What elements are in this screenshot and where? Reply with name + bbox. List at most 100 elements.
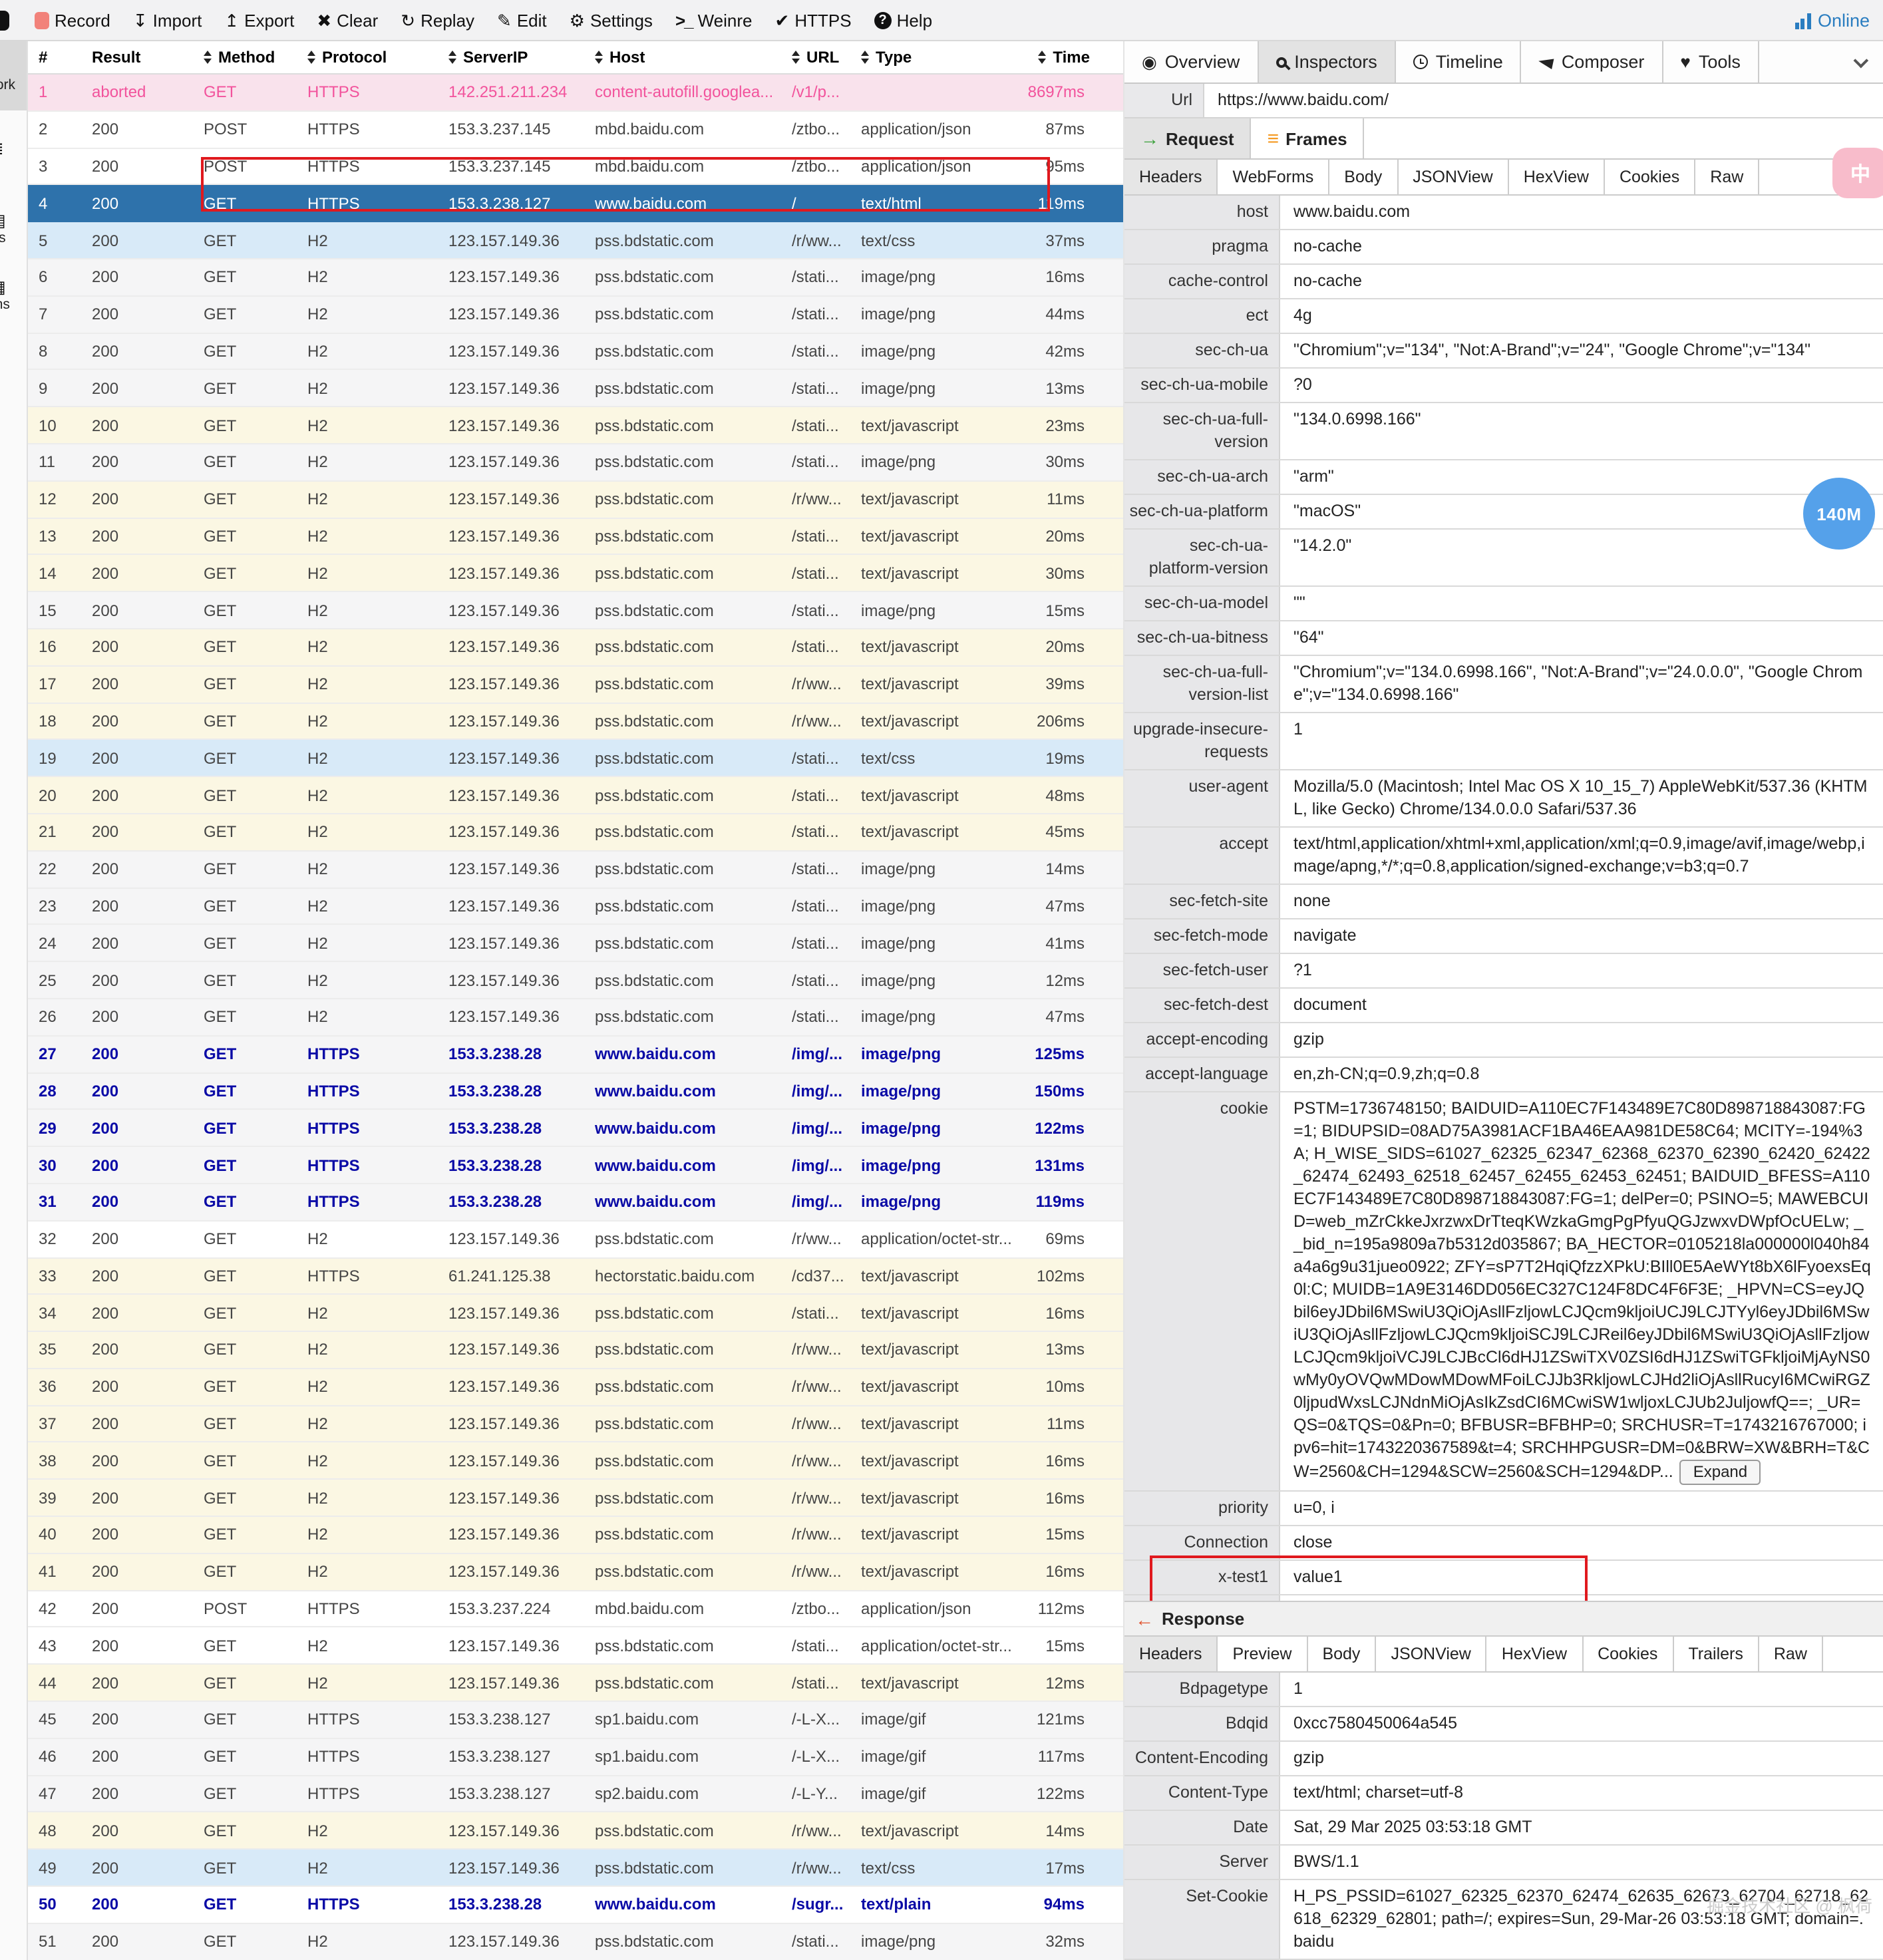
table-row[interactable]: 26 200 GET H2 123.157.149.36 pss.bdstatic.com… <box>28 999 1123 1037</box>
table-row[interactable]: 23 200 GET H2 123.157.149.36 pss.bdstatic.com… <box>28 888 1123 925</box>
table-row[interactable]: 33 200 GET HTTPS 61.241.125.38 hectorstatic.b… <box>28 1258 1123 1295</box>
table-row[interactable]: 12 200 GET H2 123.157.149.36 pss.bdstatic.com… <box>28 481 1123 519</box>
request-subtab-raw[interactable]: Raw <box>1695 160 1760 194</box>
table-row[interactable]: 20 200 GET H2 123.157.149.36 pss.bdstatic.com… <box>28 777 1123 814</box>
response-subtab-headers[interactable]: Headers <box>1124 1637 1218 1671</box>
table-row[interactable]: 27 200 GET HTTPS 153.3.238.28 www.baidu.com/i… <box>28 1036 1123 1074</box>
sidebar-item-plugins[interactable]: ▦Plugins <box>0 261 27 330</box>
table-row[interactable]: 43 200 GET H2 123.157.149.36 pss.bdstatic.com… <box>28 1627 1123 1665</box>
expand-button[interactable]: Expand <box>1679 1460 1761 1485</box>
request-subtab-webforms[interactable]: WebForms <box>1218 160 1330 194</box>
https-button[interactable]: ✔ HTTPS <box>775 10 852 30</box>
table-row[interactable]: 4 200 GET HTTPS 153.3.238.127 www.baidu.com / t… <box>28 157 1123 223</box>
edit-button[interactable]: ✎ Edit <box>497 10 547 30</box>
response-subtab-hexview[interactable]: HexView <box>1487 1637 1584 1671</box>
online-status[interactable]: Online <box>1795 0 1870 41</box>
response-subtab-body[interactable]: Body <box>1307 1637 1377 1671</box>
table-row[interactable]: 1 aborted GET HTTPS 142.251.211.234 content-a… <box>28 75 1123 112</box>
table-row[interactable]: 3 200 POST HTTPS 153.3.237.145 mbd.baidu.com /… <box>28 148 1123 186</box>
tab-overview[interactable]: ◉ Overview <box>1124 41 1259 82</box>
table-row[interactable]: 29 200 GET HTTPS 153.3.238.28 www.baidu.com/i… <box>28 1110 1123 1148</box>
column-header-host[interactable]: Host <box>595 48 792 67</box>
table-row[interactable]: 39 200 GET H2 123.157.149.36 pss.bdstatic.com… <box>28 1480 1123 1518</box>
request-subtab-body[interactable]: Body <box>1329 160 1399 194</box>
traffic-badge[interactable]: 140M <box>1803 478 1875 550</box>
table-row[interactable]: 7 200 GET H2 123.157.149.36 pss.bdstatic.com /… <box>28 296 1123 334</box>
response-subtab-preview[interactable]: Preview <box>1218 1637 1308 1671</box>
table-row[interactable]: 11 200 GET H2 123.157.149.36 pss.bdstatic.com… <box>28 444 1123 482</box>
tab-inspectors[interactable]: Inspectors <box>1258 41 1396 82</box>
column-header-type[interactable]: Type <box>861 48 1026 67</box>
table-row[interactable]: 36 200 GET H2 123.157.149.36 pss.bdstatic.com… <box>28 1369 1123 1406</box>
table-row[interactable]: 21 200 GET H2 123.157.149.36 pss.bdstatic.com… <box>28 814 1123 852</box>
table-row[interactable]: 46 200 GET HTTPS 153.3.238.127 sp1.baidu.com /… <box>28 1738 1123 1776</box>
tab-request[interactable]: → Request <box>1124 118 1252 158</box>
table-row[interactable]: 30 200 GET HTTPS 153.3.238.28 www.baidu.com/i… <box>28 1147 1123 1184</box>
table-row[interactable]: 6 200 GET H2 123.157.149.36 pss.bdstatic.com /… <box>28 259 1123 297</box>
table-row[interactable]: 17 200 GET H2 123.157.149.36 pss.bdstatic.com… <box>28 666 1123 704</box>
table-row[interactable]: 50 200 GET HTTPS 153.3.238.28 www.baidu.com/s… <box>28 1887 1123 1924</box>
language-badge[interactable]: 中 <box>1832 148 1883 198</box>
column-header-serverip[interactable]: ServerIP <box>448 48 595 67</box>
table-row[interactable]: 41 200 GET H2 123.157.149.36 pss.bdstatic.com… <box>28 1553 1123 1591</box>
table-row[interactable]: 28 200 GET HTTPS 153.3.238.28 www.baidu.com/i… <box>28 1073 1123 1110</box>
request-subtab-cookies[interactable]: Cookies <box>1605 160 1696 194</box>
table-row[interactable]: 45 200 GET HTTPS 153.3.238.127 sp1.baidu.com /… <box>28 1702 1123 1739</box>
import-button[interactable]: ↧ Import <box>133 10 202 30</box>
response-subtab-jsonview[interactable]: JSONView <box>1376 1637 1487 1671</box>
table-row[interactable]: 15 200 GET H2 123.157.149.36 pss.bdstatic.com… <box>28 592 1123 629</box>
table-row[interactable]: 18 200 GET H2 123.157.149.36 pss.bdstatic.com… <box>28 703 1123 740</box>
table-row[interactable]: 32 200 GET H2 123.157.149.36 pss.bdstatic.com… <box>28 1221 1123 1258</box>
table-row[interactable]: 5 200 GET H2 123.157.149.36 pss.bdstatic.com /… <box>28 222 1123 259</box>
table-row[interactable]: 25 200 GET H2 123.157.149.36 pss.bdstatic.com… <box>28 962 1123 999</box>
table-row[interactable]: 37 200 GET H2 123.157.149.36 pss.bdstatic.com… <box>28 1406 1123 1443</box>
column-header-method[interactable]: Method <box>204 48 307 67</box>
export-button[interactable]: ↥ Export <box>224 10 294 30</box>
table-row[interactable]: 22 200 GET H2 123.157.149.36 pss.bdstatic.com… <box>28 851 1123 889</box>
column-header-num[interactable]: # <box>39 48 92 67</box>
column-header-url[interactable]: URL <box>792 48 861 67</box>
table-row[interactable]: 9 200 GET H2 123.157.149.36 pss.bdstatic.com /… <box>28 370 1123 408</box>
request-subtab-jsonview[interactable]: JSONView <box>1398 160 1509 194</box>
url-value[interactable]: https://www.baidu.com/ <box>1218 90 1389 109</box>
table-row[interactable]: 42 200 POST HTTPS 153.3.237.224 mbd.baidu.com… <box>28 1591 1123 1628</box>
sidebar-item-rules[interactable]: ≣Rules <box>0 122 27 192</box>
response-subtab-raw[interactable]: Raw <box>1759 1637 1823 1671</box>
tab-composer[interactable]: Composer <box>1522 41 1663 82</box>
tab-timeline[interactable]: Timeline <box>1396 41 1522 82</box>
response-subtab-cookies[interactable]: Cookies <box>1583 1637 1674 1671</box>
tab-tools[interactable]: ♥ Tools <box>1663 41 1759 82</box>
table-row[interactable]: 38 200 GET H2 123.157.149.36 pss.bdstatic.com… <box>28 1442 1123 1480</box>
chevron-down-icon[interactable] <box>1853 52 1869 68</box>
request-subtab-headers[interactable]: Headers <box>1124 160 1218 194</box>
table-row[interactable]: 40 200 GET H2 123.157.149.36 pss.bdstatic.com… <box>28 1517 1123 1554</box>
table-row[interactable]: 19 200 GET H2 123.157.149.36 pss.bdstatic.com… <box>28 740 1123 778</box>
settings-button[interactable]: ⚙ Settings <box>570 10 653 30</box>
table-row[interactable]: 14 200 GET H2 123.157.149.36 pss.bdstatic.com… <box>28 555 1123 593</box>
table-row[interactable]: 47 200 GET HTTPS 153.3.238.127 sp2.baidu.com /… <box>28 1776 1123 1813</box>
help-button[interactable]: ? Help <box>874 10 932 30</box>
tab-frames[interactable]: ≡ Frames <box>1252 118 1365 158</box>
table-row[interactable]: 16 200 GET H2 123.157.149.36 pss.bdstatic.com… <box>28 629 1123 667</box>
table-row[interactable]: 2 200 POST HTTPS 153.3.237.145 mbd.baidu.com /… <box>28 111 1123 149</box>
sidebar-item-network[interactable]: ●Network <box>0 41 27 110</box>
record-button[interactable]: Record <box>35 10 110 30</box>
request-subtab-hexview[interactable]: HexView <box>1509 160 1605 194</box>
column-header-result[interactable]: Result <box>92 48 204 67</box>
table-row[interactable]: 34 200 GET H2 123.157.149.36 pss.bdstatic.com… <box>28 1295 1123 1333</box>
table-row[interactable]: 51 200 GET H2 123.157.149.36 pss.bdstatic.com… <box>28 1923 1123 1960</box>
column-header-time[interactable]: Time <box>1026 48 1093 67</box>
response-subtab-trailers[interactable]: Trailers <box>1673 1637 1759 1671</box>
column-header-protocol[interactable]: Protocol <box>307 48 448 67</box>
table-row[interactable]: 35 200 GET H2 123.157.149.36 pss.bdstatic.com… <box>28 1332 1123 1369</box>
replay-button[interactable]: ↻ Replay <box>401 10 474 30</box>
table-row[interactable]: 8 200 GET H2 123.157.149.36 pss.bdstatic.com /… <box>28 333 1123 371</box>
table-row[interactable]: 10 200 GET H2 123.157.149.36 pss.bdstatic.com… <box>28 407 1123 444</box>
table-row[interactable]: 48 200 GET H2 123.157.149.36 pss.bdstatic.com… <box>28 1812 1123 1850</box>
table-row[interactable]: 24 200 GET H2 123.157.149.36 pss.bdstatic.com… <box>28 925 1123 963</box>
weinre-button[interactable]: >_ Weinre <box>675 10 753 30</box>
sidebar-item-values[interactable]: ▤Values <box>0 194 27 263</box>
table-row[interactable]: 13 200 GET H2 123.157.149.36 pss.bdstatic.com… <box>28 518 1123 556</box>
table-row[interactable]: 49 200 GET H2 123.157.149.36 pss.bdstatic.com… <box>28 1850 1123 1887</box>
table-row[interactable]: 31 200 GET HTTPS 153.3.238.28 www.baidu.com/i… <box>28 1184 1123 1222</box>
